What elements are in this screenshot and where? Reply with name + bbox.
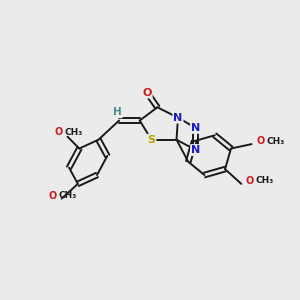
Text: CH₃: CH₃ bbox=[256, 176, 274, 185]
Text: CH₃: CH₃ bbox=[64, 128, 83, 137]
Text: CH₃: CH₃ bbox=[266, 137, 285, 146]
Text: CH₃: CH₃ bbox=[59, 191, 77, 200]
Text: O: O bbox=[246, 176, 254, 186]
Text: O: O bbox=[55, 127, 63, 137]
Text: O: O bbox=[142, 88, 152, 98]
Text: N: N bbox=[191, 123, 200, 133]
Text: N: N bbox=[191, 145, 200, 155]
Text: S: S bbox=[148, 135, 155, 145]
Text: N: N bbox=[173, 112, 183, 123]
Text: H: H bbox=[113, 107, 122, 117]
Text: O: O bbox=[256, 136, 265, 146]
Text: O: O bbox=[49, 190, 57, 201]
